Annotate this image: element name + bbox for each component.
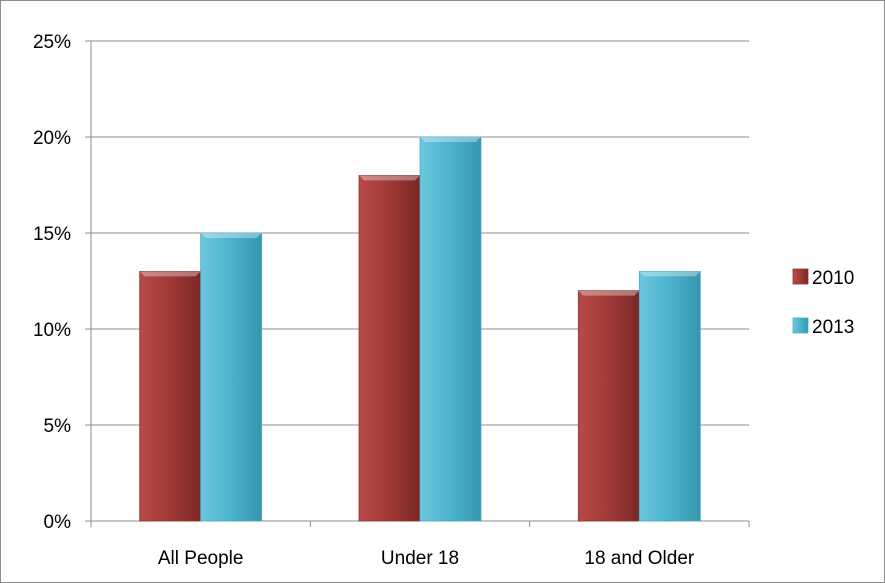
bar-body bbox=[419, 136, 482, 522]
legend-item-2013: 2013 bbox=[792, 317, 854, 338]
bar-bevel bbox=[420, 137, 481, 142]
axis-labels: 0% 5% 10% 15% 20% 25% All People Under 18 18 and… bbox=[33, 32, 695, 569]
y-tick-label: 10% bbox=[33, 320, 71, 341]
bar-2010-18-and-older bbox=[577, 290, 640, 522]
legend-swatch bbox=[792, 317, 809, 334]
y-tick-label: 5% bbox=[44, 416, 72, 437]
bar-body bbox=[358, 174, 421, 522]
y-tick-label: 25% bbox=[33, 32, 71, 53]
bar-bevel bbox=[639, 271, 701, 277]
bar-2013-all-people bbox=[200, 232, 263, 522]
legend-label: 2013 bbox=[812, 317, 854, 338]
bar-2010-all-people bbox=[139, 270, 202, 522]
bar-bevel bbox=[200, 233, 262, 238]
x-category-label: 18 and Older bbox=[584, 548, 695, 569]
bar-body bbox=[638, 270, 701, 522]
legend: 2010 2013 bbox=[792, 268, 854, 338]
bar-body bbox=[577, 290, 640, 522]
legend-label: 2010 bbox=[812, 268, 854, 289]
bar-2010-under-18 bbox=[358, 174, 421, 522]
y-tick-label: 20% bbox=[33, 128, 71, 149]
bars bbox=[139, 136, 701, 522]
bar-2013-under-18 bbox=[419, 136, 482, 522]
bar-bevel bbox=[359, 175, 420, 181]
bar-body bbox=[200, 232, 263, 522]
legend-swatch bbox=[792, 268, 809, 285]
x-category-label: All People bbox=[158, 548, 244, 569]
y-tick-label: 0% bbox=[44, 512, 72, 533]
x-category-label: Under 18 bbox=[381, 548, 459, 569]
bar-bevel bbox=[578, 290, 640, 296]
y-tick-label: 15% bbox=[33, 224, 71, 245]
legend-item-2010: 2010 bbox=[792, 268, 854, 289]
bar-body bbox=[139, 270, 202, 522]
bar-2013-18-and-older bbox=[638, 270, 701, 522]
bar-bevel bbox=[139, 271, 201, 277]
